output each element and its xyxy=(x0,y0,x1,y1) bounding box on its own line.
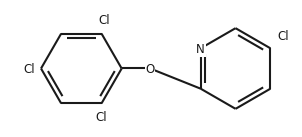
Text: Cl: Cl xyxy=(96,111,107,124)
Text: N: N xyxy=(196,43,205,56)
Text: Cl: Cl xyxy=(98,14,110,27)
Text: O: O xyxy=(146,64,155,76)
Text: Cl: Cl xyxy=(278,30,289,43)
Text: Cl: Cl xyxy=(24,64,35,76)
